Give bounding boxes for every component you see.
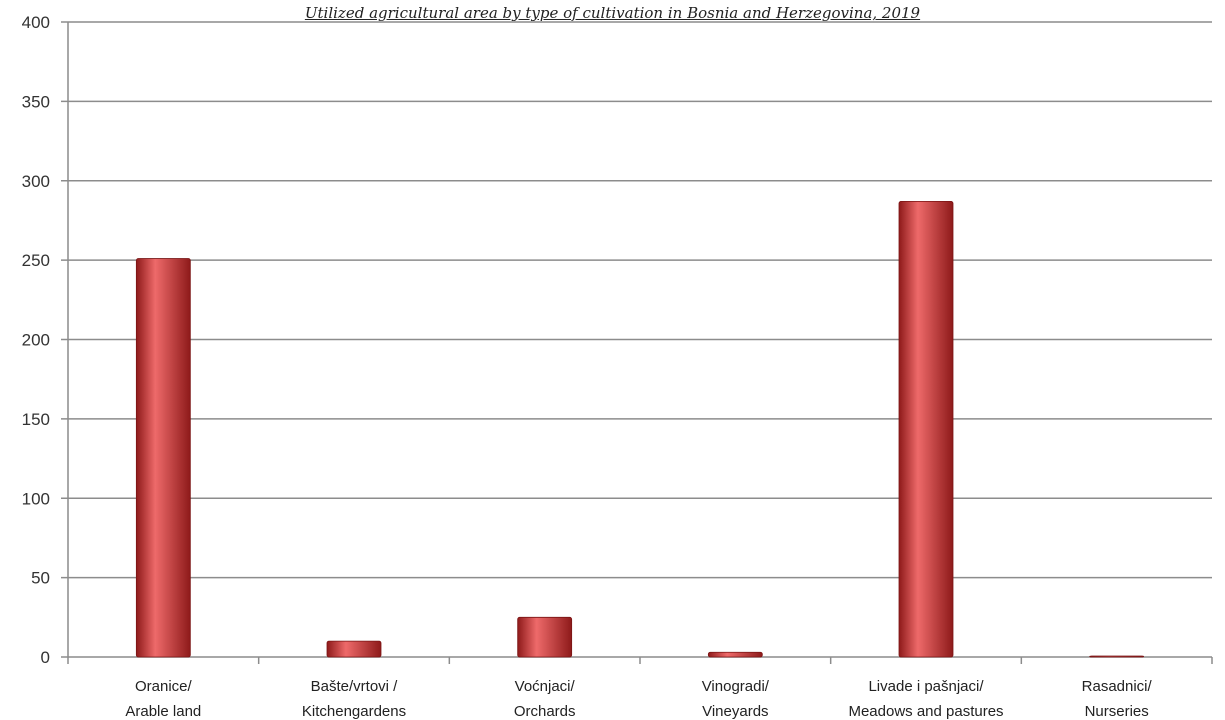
bar: [326, 640, 382, 658]
chart-title: Utilized agricultural area by type of cu…: [304, 4, 921, 22]
x-category-label: Vinogradi/: [702, 678, 770, 695]
bar: [707, 651, 763, 658]
x-category-label: Arable land: [125, 703, 201, 720]
x-category-label: Nurseries: [1085, 703, 1149, 720]
y-tick-label: 300: [22, 172, 50, 191]
bar: [517, 616, 573, 658]
y-tick-label: 200: [22, 331, 50, 350]
x-category-label: Rasadnici/: [1082, 678, 1153, 695]
x-category-label: Vineyards: [702, 703, 768, 720]
x-category-label: Bašte/vrtovi /: [311, 678, 399, 695]
x-category-label: Orchards: [514, 703, 576, 720]
y-tick-label: 350: [22, 92, 50, 111]
x-category-label: Oranice/: [135, 678, 193, 695]
y-tick-label: 100: [22, 489, 50, 508]
y-tick-label: 0: [41, 648, 50, 667]
y-tick-label: 400: [22, 13, 50, 32]
x-category-label: Meadows and pastures: [848, 703, 1003, 720]
x-category-label: Kitchengardens: [302, 703, 406, 720]
bar: [898, 200, 954, 658]
bar: [135, 258, 191, 658]
x-category-label: Livade i pašnjaci/: [868, 678, 984, 695]
y-tick-label: 150: [22, 410, 50, 429]
y-tick-label: 250: [22, 251, 50, 270]
x-category-label: Voćnjaci/: [515, 678, 576, 695]
y-tick-label: 50: [31, 569, 50, 588]
bar: [1089, 655, 1145, 658]
